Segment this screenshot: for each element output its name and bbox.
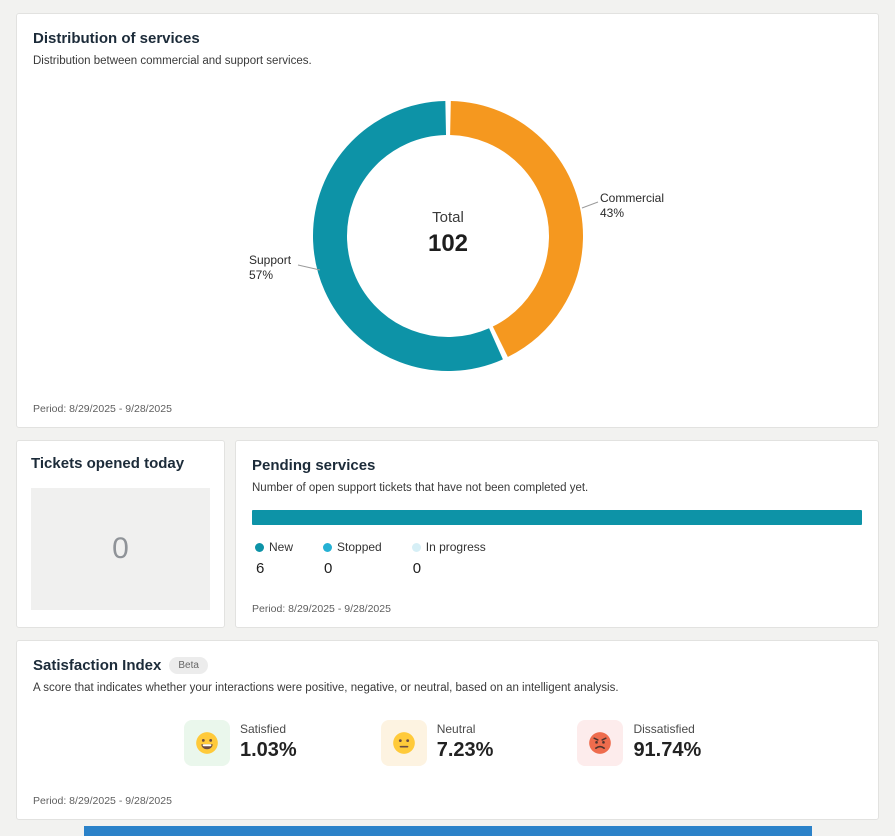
- tickets-count-value: 0: [112, 532, 129, 565]
- distribution-period-text: Period: 8/29/2025 - 9/28/2025: [33, 403, 172, 415]
- tickets-card-title: Tickets opened today: [31, 455, 185, 472]
- distribution-of-services-card: Distribution of services Distribution be…: [16, 13, 879, 428]
- satisfied-value: 1.03%: [240, 739, 297, 761]
- pending-period-text: Period: 8/29/2025 - 9/28/2025: [252, 603, 391, 615]
- legend-item-in-progress: In progress 0: [411, 540, 486, 577]
- donut-segment-support[interactable]: [292, 98, 604, 392]
- satisfaction-card-subtitle: A score that indicates whether your inte…: [33, 682, 619, 694]
- satisfaction-index-card: Satisfaction Index Beta A score that ind…: [16, 640, 879, 820]
- donut-total-value: 102: [428, 230, 468, 257]
- pending-legend: New 6 Stopped 0 In progress 0: [252, 540, 862, 577]
- support-slice-pct: 57%: [249, 268, 273, 282]
- pending-new-bar[interactable]: [252, 510, 862, 525]
- stopped-legend-dot-icon: [323, 542, 333, 552]
- neutral-value: 7.23%: [436, 739, 494, 761]
- tickets-opened-today-card: Tickets opened today 0: [16, 440, 225, 628]
- donut-chart[interactable]: Total 102 Support 57% Commercial 43%: [17, 98, 880, 398]
- satisfaction-metrics-row: Satisfied 1.03% Neutral 7.23%: [33, 720, 862, 766]
- neutral-face-icon: [380, 720, 427, 766]
- in-progress-legend-value: 0: [412, 560, 422, 577]
- new-legend-value: 6: [256, 560, 265, 577]
- in-progress-legend-label: In progress: [425, 540, 486, 554]
- satisfaction-card-title: Satisfaction Index: [33, 657, 162, 674]
- satisfied-label: Satisfied: [240, 722, 287, 736]
- pending-card-subtitle: Number of open support tickets that have…: [252, 482, 589, 494]
- distribution-card-subtitle: Distribution between commercial and supp…: [33, 55, 312, 67]
- dissatisfied-value: 91.74%: [633, 739, 702, 761]
- neutral-label: Neutral: [436, 722, 476, 736]
- in-progress-legend-dot-icon: [411, 542, 421, 552]
- dissatisfied-metric: Dissatisfied 91.74%: [577, 720, 701, 766]
- partial-chart-bar: [84, 826, 812, 836]
- stopped-legend-value: 0: [324, 560, 333, 577]
- neutral-metric: Neutral 7.23%: [380, 720, 494, 766]
- tickets-count-box: 0: [31, 488, 210, 610]
- commercial-slice-label: Commercial: [600, 191, 664, 205]
- support-leader-line: [297, 264, 321, 271]
- pending-card-title: Pending services: [252, 457, 376, 474]
- angry-face-icon: [577, 720, 624, 766]
- beta-badge: Beta: [169, 657, 208, 674]
- commercial-leader-line: [581, 201, 599, 209]
- grinning-face-icon: [184, 720, 230, 766]
- donut-total-label: Total: [432, 209, 464, 226]
- new-legend-label: New: [269, 540, 294, 554]
- dissatisfied-label: Dissatisfied: [633, 722, 695, 736]
- support-slice-label: Support: [249, 253, 292, 267]
- distribution-card-title: Distribution of services: [33, 30, 200, 47]
- pending-services-card: Pending services Number of open support …: [235, 440, 879, 628]
- legend-item-new: New 6: [255, 540, 293, 577]
- satisfied-metric: Satisfied 1.03%: [184, 720, 297, 766]
- commercial-slice-pct: 43%: [600, 206, 624, 220]
- donut-chart-area: Total 102 Support 57% Commercial 43%: [17, 98, 880, 398]
- new-legend-dot-icon: [255, 542, 264, 552]
- satisfaction-period-text: Period: 8/29/2025 - 9/28/2025: [33, 795, 172, 807]
- legend-item-stopped: Stopped 0: [323, 540, 382, 577]
- stopped-legend-label: Stopped: [337, 540, 382, 554]
